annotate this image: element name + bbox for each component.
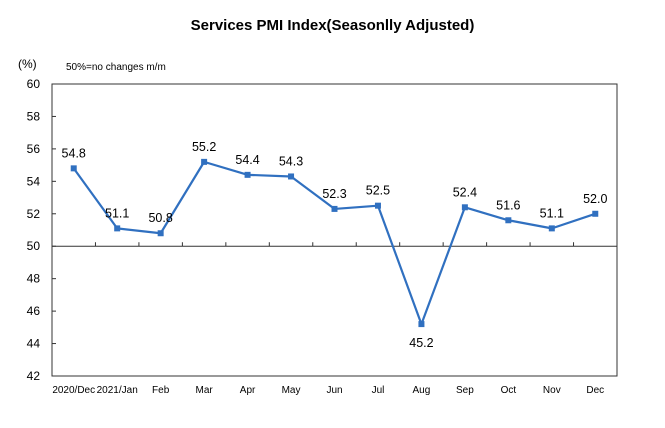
data-point-marker (114, 225, 121, 232)
y-tick-label: 46 (27, 304, 41, 318)
data-point-marker (201, 158, 208, 165)
data-label: 50.8 (148, 211, 172, 225)
data-point-marker (331, 205, 338, 212)
data-label: 52.5 (366, 184, 390, 198)
x-tick-label: Mar (195, 385, 213, 396)
data-point-marker (70, 165, 77, 172)
y-axis: 42 44 46 48 50 52 54 56 58 60 (27, 77, 56, 383)
x-tick-label: May (282, 385, 301, 396)
data-label: 52.4 (453, 185, 477, 199)
y-tick-label: 54 (27, 174, 41, 188)
data-label: 54.4 (235, 153, 259, 167)
data-point-marker (418, 321, 425, 328)
y-tick-label: 48 (27, 272, 41, 286)
y-tick-label: 60 (27, 77, 41, 91)
x-tick-label: 2020/Dec (52, 385, 95, 396)
chart-annotation: 50%=no changes m/m (66, 62, 166, 73)
data-point-marker (288, 173, 295, 180)
y-tick-label: 56 (27, 142, 41, 156)
x-tick-label: Dec (586, 385, 604, 396)
data-labels: 54.8 51.1 50.8 55.2 54.4 54.3 52.3 52.5 45.2 52.4… (62, 140, 608, 350)
chart-title: Services PMI Index(Seasonlly Adjusted) (190, 17, 475, 34)
data-label: 52.3 (322, 187, 346, 201)
data-label: 55.2 (192, 140, 216, 154)
data-label: 51.1 (105, 206, 129, 220)
x-axis: 2020/Dec 2021/Jan Feb Mar Apr May Jun Jul Aug Sep… (52, 242, 604, 396)
data-label: 52.0 (583, 192, 607, 206)
y-axis-unit-label: (%) (18, 57, 37, 71)
x-tick-label: Oct (501, 385, 517, 396)
series-services-pmi (70, 158, 599, 328)
data-point-marker (461, 204, 468, 211)
x-tick-label: Jun (326, 385, 342, 396)
x-tick-label: Apr (240, 385, 256, 396)
x-tick-label: Sep (456, 385, 474, 396)
data-point-marker (157, 230, 164, 237)
y-tick-label: 44 (27, 337, 41, 351)
x-tick-label: Aug (413, 385, 431, 396)
data-label: 51.6 (496, 198, 520, 212)
x-tick-label: Nov (543, 385, 561, 396)
y-tick-label: 52 (27, 207, 41, 221)
y-tick-label: 58 (27, 109, 41, 123)
data-point-marker (505, 217, 512, 224)
data-label: 54.8 (62, 146, 86, 160)
x-tick-label: Jul (372, 385, 385, 396)
data-point-marker (244, 171, 251, 178)
data-label: 45.2 (409, 336, 433, 350)
data-point-marker (548, 225, 555, 232)
y-tick-label: 50 (27, 239, 41, 253)
x-tick-label: Feb (152, 385, 170, 396)
y-tick-label: 42 (27, 369, 41, 383)
plot-area-frame (51, 83, 618, 377)
data-point-marker (592, 210, 599, 217)
data-label: 51.1 (540, 206, 564, 220)
x-tick-label: 2021/Jan (97, 385, 138, 396)
data-point-marker (374, 202, 381, 209)
data-label: 54.3 (279, 154, 303, 168)
